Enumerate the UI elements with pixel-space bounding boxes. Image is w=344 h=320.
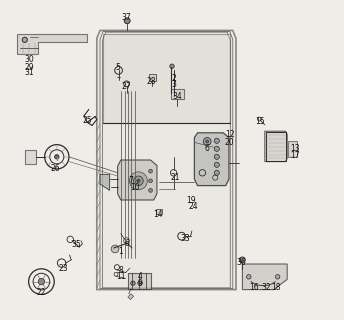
Text: 29: 29 xyxy=(25,63,34,72)
Text: 24: 24 xyxy=(189,202,198,211)
Circle shape xyxy=(214,138,219,143)
Text: 14: 14 xyxy=(153,210,162,219)
Circle shape xyxy=(38,278,45,285)
Circle shape xyxy=(137,179,140,182)
Text: 32: 32 xyxy=(261,284,271,292)
Circle shape xyxy=(149,188,152,192)
Circle shape xyxy=(247,275,251,279)
Bar xyxy=(149,74,156,81)
Text: 26: 26 xyxy=(50,164,60,172)
Polygon shape xyxy=(128,294,133,300)
Text: 2: 2 xyxy=(171,74,176,83)
Polygon shape xyxy=(118,160,157,200)
Circle shape xyxy=(214,154,219,159)
Text: 3: 3 xyxy=(171,80,176,89)
Text: 19: 19 xyxy=(186,196,195,204)
Text: 25: 25 xyxy=(82,116,92,124)
Text: 13: 13 xyxy=(290,144,300,153)
Circle shape xyxy=(133,176,143,186)
Bar xyxy=(128,273,151,289)
Text: 15: 15 xyxy=(255,117,265,126)
Text: 10: 10 xyxy=(130,183,140,192)
Circle shape xyxy=(129,172,147,190)
Text: 21: 21 xyxy=(170,173,180,182)
Circle shape xyxy=(214,162,219,167)
Circle shape xyxy=(131,281,135,285)
Text: 7: 7 xyxy=(129,176,133,185)
Text: 5: 5 xyxy=(115,63,120,72)
Circle shape xyxy=(149,169,152,173)
Circle shape xyxy=(55,155,59,159)
Bar xyxy=(266,132,286,161)
Text: 31: 31 xyxy=(25,68,34,76)
Text: 6: 6 xyxy=(205,144,209,153)
Text: 22: 22 xyxy=(36,288,45,297)
Circle shape xyxy=(124,18,130,24)
Polygon shape xyxy=(243,264,287,290)
Text: 28: 28 xyxy=(147,77,156,86)
Text: 27: 27 xyxy=(122,82,131,91)
Text: 35: 35 xyxy=(71,240,81,249)
Text: 11: 11 xyxy=(116,272,126,281)
Circle shape xyxy=(22,37,28,43)
Text: 37: 37 xyxy=(122,13,131,22)
Circle shape xyxy=(111,245,119,253)
Circle shape xyxy=(214,146,219,151)
Text: 23: 23 xyxy=(58,264,68,273)
Circle shape xyxy=(203,138,211,145)
Polygon shape xyxy=(265,131,287,162)
Text: 18: 18 xyxy=(271,284,281,292)
Text: 17: 17 xyxy=(290,151,300,160)
Text: 6: 6 xyxy=(125,239,130,248)
Text: 12: 12 xyxy=(225,130,234,139)
Text: 9: 9 xyxy=(138,279,142,288)
Text: 1: 1 xyxy=(118,247,123,256)
Circle shape xyxy=(275,275,280,279)
Text: 4: 4 xyxy=(138,272,142,281)
Polygon shape xyxy=(194,133,229,186)
Text: 34: 34 xyxy=(173,92,183,100)
Circle shape xyxy=(149,179,152,183)
Circle shape xyxy=(214,170,219,175)
Circle shape xyxy=(138,281,142,285)
Bar xyxy=(25,150,36,164)
Circle shape xyxy=(170,64,174,68)
Bar xyxy=(171,89,184,99)
Text: 16: 16 xyxy=(249,284,258,292)
Text: 30: 30 xyxy=(25,55,34,64)
Circle shape xyxy=(206,140,209,143)
Bar xyxy=(156,209,162,214)
Bar xyxy=(288,141,297,157)
Polygon shape xyxy=(103,34,230,123)
Text: 8: 8 xyxy=(118,266,123,275)
Circle shape xyxy=(239,257,245,263)
Polygon shape xyxy=(100,174,110,190)
Text: 36: 36 xyxy=(237,258,247,267)
Text: 20: 20 xyxy=(225,138,234,147)
Polygon shape xyxy=(17,34,87,54)
Text: 33: 33 xyxy=(181,234,191,243)
Polygon shape xyxy=(97,30,236,290)
